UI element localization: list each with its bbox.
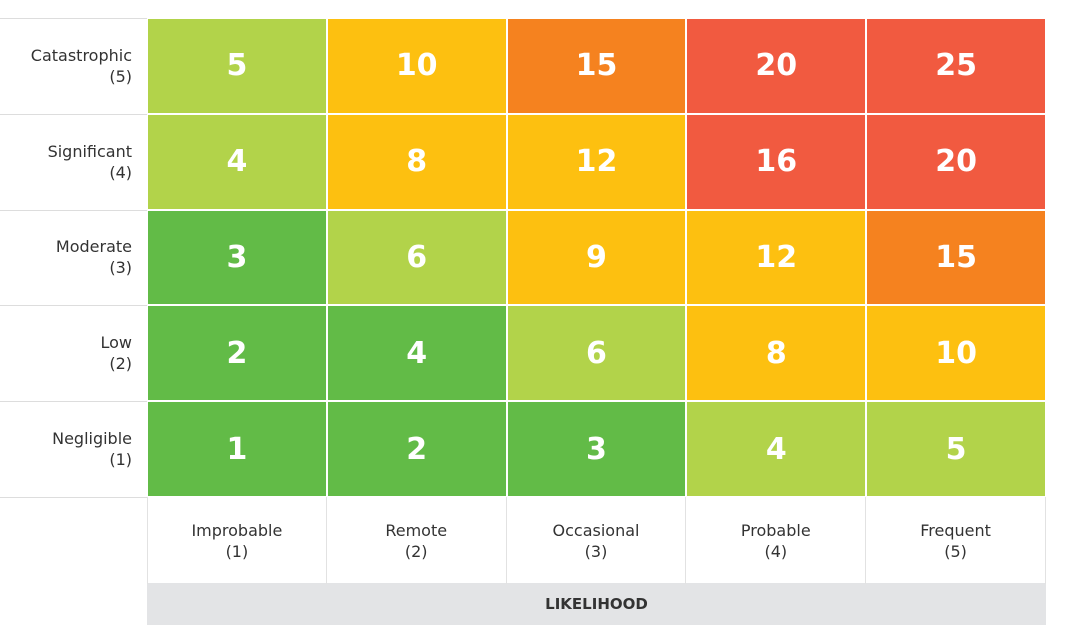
severity-rank: (5) [109,66,132,86]
risk-cell: 6 [506,305,687,402]
severity-name: Significant [47,141,132,161]
risk-cell: 2 [147,305,327,402]
risk-cell: 4 [686,401,867,497]
risk-cell: 12 [686,209,867,306]
row-separator [0,401,147,403]
likelihood-name: Probable [740,520,811,540]
row-separator [0,209,147,211]
axis-title: LIKELIHOOD [147,583,1046,625]
row-separator [0,113,147,115]
risk-cell: 20 [686,18,867,114]
risk-cell: 25 [866,18,1046,114]
severity-rank: (4) [109,162,132,182]
risk-cell: 8 [326,113,507,210]
risk-cell: 4 [326,305,507,402]
risk-cell: 2 [326,401,507,497]
row-separator [0,497,147,498]
risk-cell: 6 [326,209,507,306]
risk-cell: 8 [686,305,867,402]
row-label: Negligible (1) [0,401,132,497]
row-label: Catastrophic (5) [0,18,132,114]
severity-name: Catastrophic [30,45,132,65]
risk-cell: 15 [866,209,1046,306]
likelihood-name: Improbable [191,520,283,540]
severity-name: Moderate [55,237,132,257]
risk-cell: 3 [506,401,687,497]
row-label: Significant (4) [0,114,132,210]
risk-cell: 16 [686,113,867,210]
risk-cell: 5 [147,18,327,114]
row-separator [0,305,147,307]
likelihood-rank: (2) [404,541,428,561]
risk-cell: 20 [866,113,1046,210]
likelihood-rank: (3) [584,541,608,561]
row-label: Moderate (3) [0,210,132,306]
column-label: Frequent (5) [866,497,1046,584]
risk-cell: 1 [147,401,327,497]
likelihood-name: Remote [385,520,448,540]
severity-rank: (2) [109,354,132,374]
column-label: Improbable (1) [147,497,327,584]
severity-name: Low [100,333,132,353]
risk-cell: 10 [326,18,507,114]
risk-cell: 5 [866,401,1046,497]
likelihood-rank: (4) [764,541,788,561]
risk-cell: 9 [506,209,687,306]
risk-cell: 10 [866,305,1046,402]
risk-cell: 12 [506,113,687,210]
likelihood-rank: (1) [225,541,249,561]
severity-name: Negligible [52,429,132,449]
likelihood-name: Occasional [552,520,640,540]
risk-cell: 15 [506,18,687,114]
severity-rank: (3) [109,258,132,278]
risk-cell: 4 [147,113,327,210]
column-label: Occasional (3) [507,497,687,584]
column-label: Remote (2) [327,497,507,584]
severity-rank: (1) [109,450,132,470]
row-separator [0,18,147,19]
column-label: Probable (4) [686,497,867,584]
likelihood-name: Frequent [920,520,991,540]
row-label: Low (2) [0,305,132,401]
risk-cell: 3 [147,209,327,306]
likelihood-rank: (5) [944,541,967,561]
